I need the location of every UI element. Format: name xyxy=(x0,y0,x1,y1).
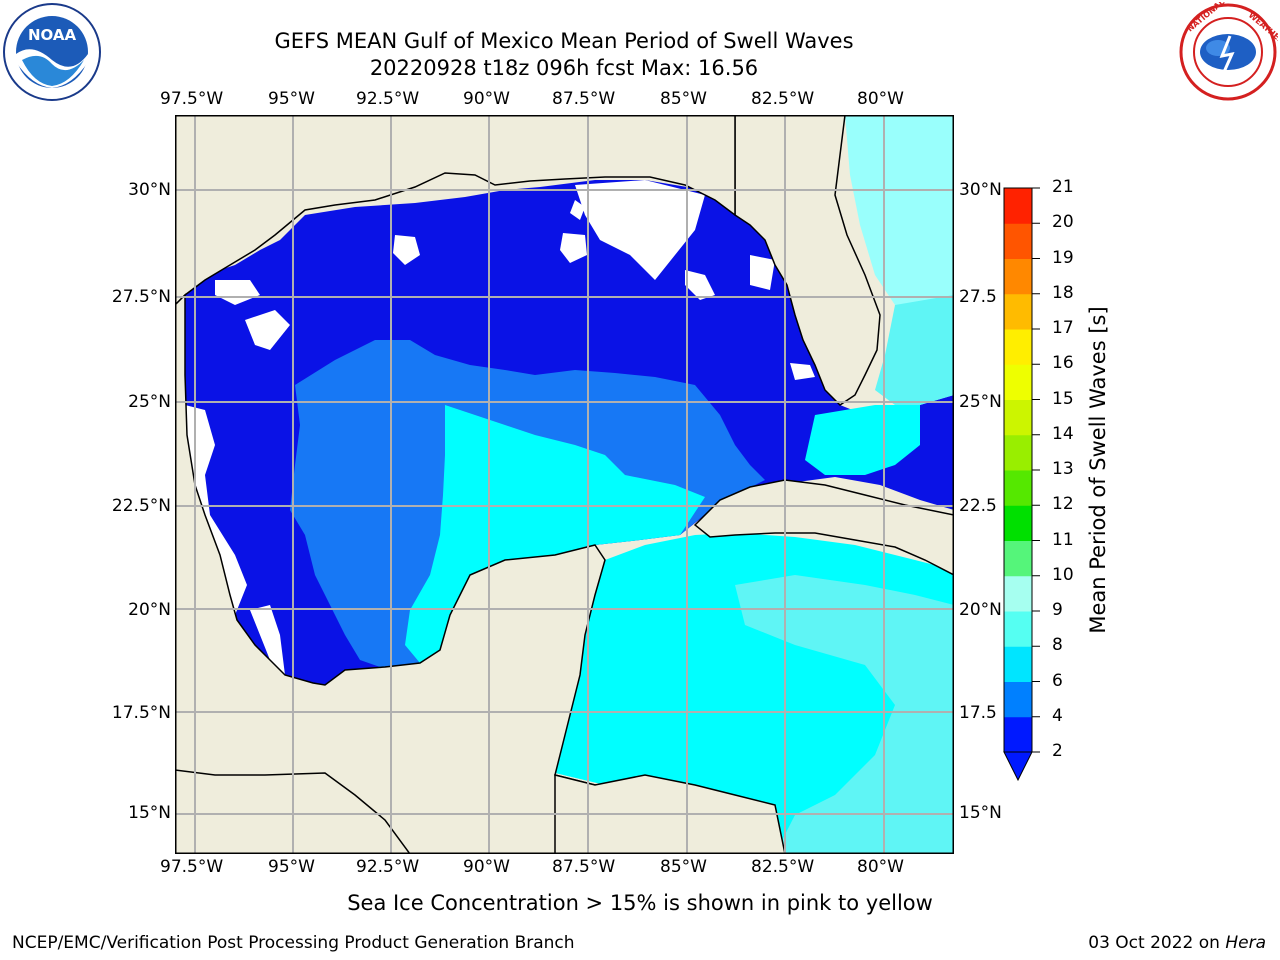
colorbar-extension xyxy=(1003,751,1033,782)
lon-label-bottom: 82.5°W xyxy=(751,857,815,877)
gulf-undefined-patch xyxy=(560,233,587,263)
lat-label-left: 22.5°N xyxy=(111,496,171,516)
lat-label-right: 25°N xyxy=(959,392,1002,412)
lon-label-top: 95°W xyxy=(268,89,315,109)
lat-label-right: 30°N xyxy=(959,180,1002,200)
gulf-undefined-patch xyxy=(570,200,585,220)
lon-label-bottom: 87.5°W xyxy=(552,857,616,877)
lon-label-bottom: 90°W xyxy=(463,857,510,877)
lon-label-bottom: 95°W xyxy=(268,857,315,877)
nws-logo: NATIONAL WEATHER xyxy=(1178,0,1280,102)
lon-label-top: 85°W xyxy=(660,89,707,109)
footer-machine: Hera xyxy=(1225,933,1266,953)
lat-label-left: 30°N xyxy=(128,180,171,200)
lon-label-top: 90°W xyxy=(463,89,510,109)
lat-label-left: 27.5°N xyxy=(111,287,171,307)
atlantic-swell-pale xyxy=(845,115,954,315)
colorbar-tick-label: 13 xyxy=(1052,459,1074,479)
sea-ice-note-text: Sea Ice Concentration > 15% is shown in … xyxy=(347,891,933,915)
graticule xyxy=(175,115,954,854)
colorbar-segment xyxy=(1004,399,1032,436)
map-subtitle: 20220928 t18z 096h fcst Max: 16.56 xyxy=(369,56,759,80)
colorbar xyxy=(1000,186,1044,786)
lat-label-left: 25°N xyxy=(128,392,171,412)
colorbar-tick-label: 21 xyxy=(1052,177,1074,197)
lat-label-right: 17.5 xyxy=(959,703,997,723)
lon-label-bottom: 97.5°W xyxy=(160,857,224,877)
colorbar-tick-label: 2 xyxy=(1052,741,1063,761)
gulf-undefined-patch xyxy=(245,310,290,350)
colorbar-segment xyxy=(1004,646,1032,682)
noaa-logo-text: NOAA xyxy=(28,26,77,44)
gulf-undefined-patch xyxy=(185,405,250,660)
lon-label-top: 82.5°W xyxy=(751,89,815,109)
gulf-undefined-patch xyxy=(250,605,285,675)
lon-label-top: 92.5°W xyxy=(356,89,420,109)
colorbar-label: Mean Period of Swell Waves [s] xyxy=(1086,306,1110,634)
colorbar-ticks: 2 4 6 8 9 10 11 12 13 14 15 16 17 18 19 20 21 xyxy=(1052,177,1092,786)
lat-label-right: 27.5 xyxy=(959,287,997,307)
colorbar-tick-label: 8 xyxy=(1052,635,1063,656)
lat-label-left: 20°N xyxy=(128,600,171,620)
colorbar-segment xyxy=(1004,434,1032,471)
land-florida xyxy=(734,115,881,406)
sea-ice-note: Sea Ice Concentration > 15% is shown in … xyxy=(0,891,1280,915)
colorbar-tick-label: 11 xyxy=(1052,529,1074,550)
lon-label-top: 80°W xyxy=(857,89,904,109)
colorbar-segment xyxy=(1004,223,1032,259)
noaa-logo: NOAA xyxy=(2,2,102,102)
colorbar-tick-label: 16 xyxy=(1052,353,1074,374)
colorbar-segment xyxy=(1004,611,1032,647)
colorbar-tick-label: 10 xyxy=(1052,564,1074,585)
colorbar-segment xyxy=(1004,188,1032,224)
lon-label-bottom: 85°W xyxy=(660,857,707,877)
colorbar-tick-label: 19 xyxy=(1052,247,1074,268)
colorbar-tick-label: 17 xyxy=(1052,318,1074,338)
lon-label-top: 97.5°W xyxy=(160,89,224,109)
straits-swell-cyan xyxy=(805,405,920,475)
colorbar-tick-label: 6 xyxy=(1052,670,1063,691)
land-mexico xyxy=(175,293,766,854)
gulf-undefined-patch xyxy=(215,280,260,305)
colorbar-segment xyxy=(1004,505,1032,541)
colorbar-segment xyxy=(1004,329,1032,365)
lat-label-left: 17.5°N xyxy=(111,703,171,723)
map-panel xyxy=(175,115,954,854)
gulf-undefined-patch xyxy=(750,255,775,290)
land-cuba xyxy=(693,479,954,576)
colorbar-tick-label: 18 xyxy=(1052,282,1074,303)
colorbar-segment xyxy=(1004,470,1032,506)
colorbar-segment xyxy=(1004,681,1032,718)
colorbar-tick-label: 14 xyxy=(1052,423,1074,444)
colorbar-tick-label: 15 xyxy=(1052,388,1074,409)
colorbar-segment xyxy=(1004,716,1032,753)
lon-label-top: 87.5°W xyxy=(552,89,616,109)
colorbar-tick-label: 12 xyxy=(1052,494,1074,515)
colorbar-tick-label: 9 xyxy=(1052,600,1063,620)
lat-label-right: 22.5 xyxy=(959,496,997,516)
lon-label-bottom: 92.5°W xyxy=(356,857,420,877)
atlantic-swell-light xyxy=(875,295,954,405)
lat-label-right: 20°N xyxy=(959,600,1002,620)
colorbar-segment xyxy=(1004,293,1032,330)
lat-label-left: 15°N xyxy=(128,803,171,823)
gulf-swell-cyan xyxy=(405,405,705,663)
gulf-undefined-patch xyxy=(790,363,815,380)
gulf-undefined-patch xyxy=(575,180,705,280)
footer-date-text: 03 Oct 2022 on xyxy=(1088,933,1226,953)
lon-label-bottom: 80°W xyxy=(857,857,904,877)
colorbar-segment xyxy=(1004,575,1032,612)
gulf-undefined-patch xyxy=(393,235,420,265)
colorbar-segment xyxy=(1004,364,1032,400)
footer-date: 03 Oct 2022 on Hera xyxy=(1088,933,1266,953)
map-title: GEFS MEAN Gulf of Mexico Mean Period of … xyxy=(274,29,854,53)
colorbar-segment xyxy=(1004,540,1032,577)
gulf-undefined-patch xyxy=(685,270,715,300)
caribbean-swell-light xyxy=(735,575,954,854)
footer-credit: NCEP/EMC/Verification Post Processing Pr… xyxy=(12,933,575,953)
colorbar-segment xyxy=(1004,258,1032,295)
colorbar-tick-label: 20 xyxy=(1052,212,1074,233)
lat-label-right: 15°N xyxy=(959,803,1002,823)
colorbar-tick-label: 4 xyxy=(1052,705,1063,726)
